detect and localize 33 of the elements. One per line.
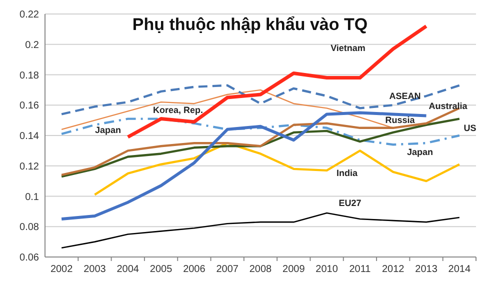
x-tick-label: 2011 <box>349 264 372 275</box>
x-tick-label: 2009 <box>282 264 306 275</box>
x-tick-label: 2004 <box>116 264 140 275</box>
x-tick-label: 2008 <box>249 264 272 275</box>
text: Japan <box>406 147 434 157</box>
x-tick-label: 2005 <box>150 264 173 275</box>
x-tick-label: 2002 <box>50 264 74 275</box>
y-tick-label: 0.08 <box>20 222 40 234</box>
series-label: Russia <box>385 115 416 125</box>
series-label: US <box>464 123 476 133</box>
series-label: Australia <box>428 101 468 111</box>
series-label: Korea, Rep. <box>152 105 204 115</box>
x-tick-label: 2014 <box>448 264 471 275</box>
series-label: ASEAN <box>389 91 421 101</box>
y-tick-label: 0.22 <box>20 10 40 20</box>
y-tick-label: 0.14 <box>20 131 40 142</box>
series-label: Japan <box>94 125 122 135</box>
x-tick-label: 2012 <box>382 264 405 275</box>
x-tick-label: 2003 <box>84 264 106 275</box>
y-tick-label: 0.2 <box>25 40 40 51</box>
x-tick-label: 2007 <box>216 264 239 275</box>
series-label: Vietnam <box>330 43 366 53</box>
x-tick-label: 2006 <box>183 264 206 275</box>
y-tick-label: 0.06 <box>20 252 40 264</box>
y-tick-label: 0.1 <box>25 192 40 203</box>
x-tick-label: 2013 <box>415 264 438 275</box>
x-tick-label: 2010 <box>316 264 338 275</box>
chart-title: Phụ thuộc nhập khẩu vào TQ <box>132 15 368 34</box>
y-tick-label: 0.18 <box>20 70 40 82</box>
series-label: EU27 <box>338 198 362 208</box>
series-label: India <box>336 168 358 178</box>
y-tick-label: 0.12 <box>20 161 40 172</box>
y-tick-label: 0.16 <box>20 100 40 112</box>
